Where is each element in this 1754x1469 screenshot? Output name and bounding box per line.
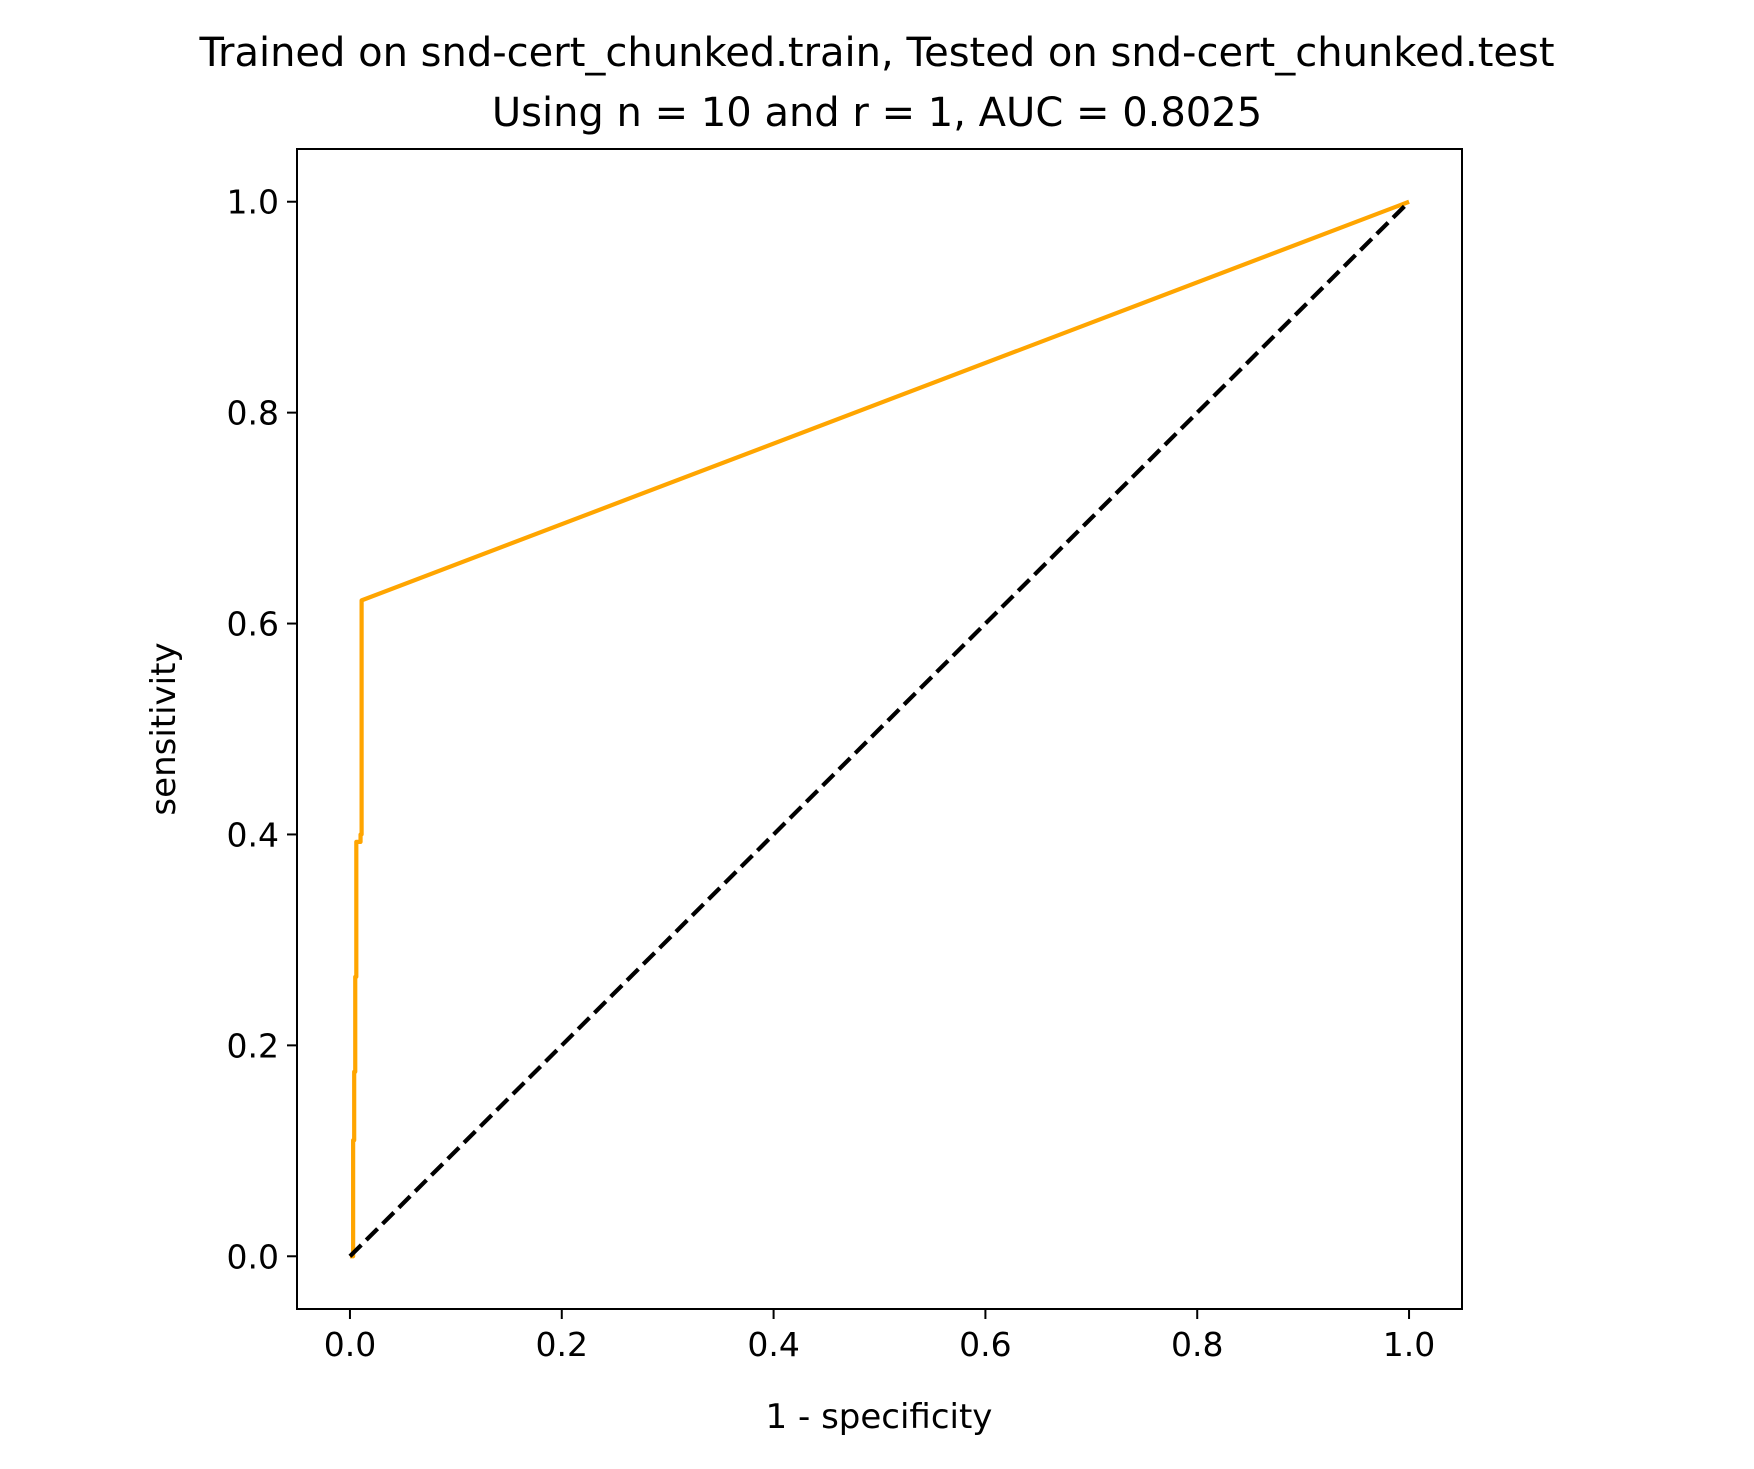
chart-subtitle: Using n = 10 and r = 1, AUC = 0.8025 [492, 90, 1262, 136]
x-tick-label: 0.2 [536, 1325, 588, 1364]
x-tick-label: 0.0 [324, 1325, 376, 1364]
x-tick-label: 0.8 [1171, 1325, 1223, 1364]
y-tick-label: 0.0 [227, 1237, 279, 1276]
y-tick-label: 0.4 [227, 815, 279, 854]
chance-diagonal-line [348, 200, 1411, 1258]
axes-frame [296, 148, 1463, 1310]
chart-title: Trained on snd-cert_chunked.train, Teste… [198, 30, 1554, 76]
y-tick-label: 0.2 [227, 1026, 279, 1065]
plot-area: 0.0 0.2 0.4 0.6 0.8 1.0 0.0 0.2 0.4 0.6 0.8 1.0 [227, 148, 1463, 1364]
y-tick-label: 1.0 [227, 183, 279, 222]
x-tick-label: 1.0 [1383, 1325, 1435, 1364]
x-tick-label: 0.4 [747, 1325, 799, 1364]
y-axis-ticks: 0.0 0.2 0.4 0.6 0.8 1.0 [227, 183, 297, 1276]
y-axis-label: sensitivity [144, 642, 184, 815]
x-axis-label: 1 - specificity [766, 1397, 993, 1437]
series-layer [348, 199, 1411, 1259]
y-tick-label: 0.8 [227, 394, 279, 433]
y-tick-label: 0.6 [227, 605, 279, 644]
x-axis-ticks: 0.0 0.2 0.4 0.6 0.8 1.0 [324, 1309, 1435, 1364]
x-tick-label: 0.6 [959, 1325, 1011, 1364]
roc-curve-line [349, 199, 1410, 1259]
